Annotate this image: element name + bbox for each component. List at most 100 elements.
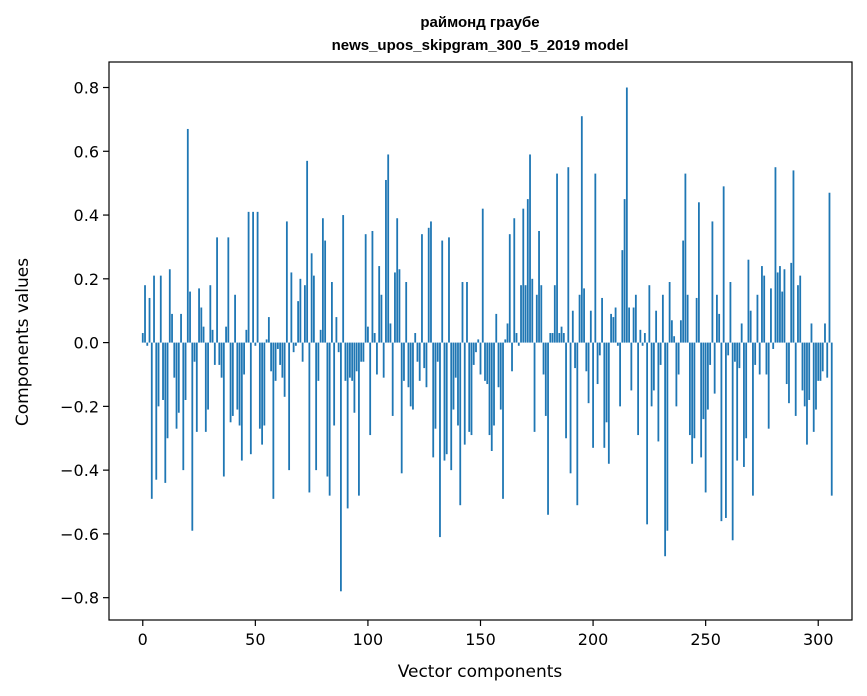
- bar-116: [403, 342, 405, 381]
- bar-75: [310, 253, 313, 343]
- bar-110: [389, 323, 392, 343]
- bar-225: [648, 285, 651, 343]
- bar-134: [443, 342, 446, 461]
- bar-69: [297, 301, 300, 343]
- y-axis-label: Components values: [13, 258, 33, 426]
- bar-178: [542, 342, 545, 375]
- bar-180: [547, 342, 549, 515]
- bar-177: [540, 285, 543, 343]
- bar-198: [587, 342, 590, 404]
- bar-53: [261, 342, 263, 445]
- bar-123: [418, 342, 421, 381]
- bar-21: [189, 291, 191, 343]
- bar-163: [508, 234, 511, 343]
- bar-44: [240, 342, 243, 461]
- bar-246: [695, 297, 698, 343]
- bar-191: [571, 310, 574, 343]
- bar-237: [675, 342, 678, 407]
- bar-161: [504, 339, 507, 343]
- bar-185: [558, 333, 561, 343]
- bar-15: [175, 342, 178, 429]
- bar-119: [409, 342, 412, 407]
- bar-56: [267, 317, 270, 343]
- bar-158: [497, 342, 500, 388]
- bar-184: [556, 173, 558, 343]
- bar-150: [479, 342, 482, 375]
- bar-114: [398, 269, 401, 343]
- bar-235: [670, 320, 673, 343]
- bar-227: [652, 342, 655, 391]
- bar-272: [754, 342, 757, 365]
- bar-238: [677, 342, 680, 375]
- bar-283: [779, 266, 781, 343]
- bar-201: [594, 173, 597, 343]
- bar-117: [405, 282, 408, 343]
- bar-287: [788, 342, 790, 404]
- bar-120: [412, 342, 414, 410]
- bar-64: [285, 221, 288, 343]
- bar-159: [499, 342, 502, 410]
- bar-24: [195, 342, 198, 432]
- bar-138: [452, 342, 455, 410]
- x-axis-label: Vector components: [398, 662, 563, 682]
- bar-212: [619, 342, 621, 407]
- bar-167: [517, 342, 520, 346]
- bar-32: [213, 342, 216, 365]
- bar-40: [231, 342, 234, 416]
- bar-170: [524, 285, 527, 343]
- bar-284: [781, 291, 784, 343]
- bar-19: [184, 342, 187, 400]
- bar-215: [625, 87, 628, 343]
- bar-291: [797, 285, 799, 343]
- bar-151: [481, 208, 484, 343]
- bar-265: [738, 342, 741, 369]
- bar-137: [450, 342, 453, 471]
- bar-58: [272, 342, 275, 499]
- bar-168: [520, 285, 522, 343]
- x-tick-label-2: 100: [353, 630, 384, 649]
- bar-3: [148, 297, 151, 343]
- bar-85: [333, 342, 336, 426]
- bar-193: [576, 342, 579, 506]
- bar-230: [659, 342, 662, 365]
- bar-258: [722, 186, 725, 343]
- bar-232: [664, 342, 667, 557]
- bar-200: [592, 342, 594, 448]
- y-tick-label-8: 0.8: [74, 79, 99, 98]
- bar-129: [432, 342, 435, 458]
- bar-273: [756, 294, 759, 343]
- bar-124: [421, 234, 423, 343]
- bar-276: [763, 275, 766, 343]
- bar-208: [610, 313, 612, 343]
- bar-253: [711, 221, 714, 343]
- bar-271: [752, 342, 754, 496]
- bar-136: [448, 237, 450, 343]
- bar-52: [258, 342, 261, 429]
- bar-80: [321, 218, 324, 343]
- bar-192: [574, 342, 576, 369]
- bar-104: [376, 342, 378, 375]
- bar-289: [792, 170, 795, 343]
- bar-172: [529, 154, 531, 343]
- bar-94: [353, 342, 356, 413]
- bar-306: [830, 342, 833, 496]
- bar-268: [745, 342, 748, 439]
- bar-42: [236, 342, 239, 410]
- bar-48: [249, 342, 252, 455]
- bar-149: [477, 339, 480, 343]
- bar-99: [364, 234, 367, 343]
- bar-126: [425, 342, 428, 388]
- bar-275: [761, 266, 763, 343]
- bar-222: [641, 342, 644, 346]
- bar-250: [704, 342, 707, 493]
- bar-280: [772, 342, 775, 349]
- bar-218: [632, 307, 635, 343]
- bar-93: [351, 342, 354, 381]
- bar-109: [387, 154, 390, 343]
- y-tick-label-4: 0.0: [74, 334, 99, 353]
- bar-37: [225, 326, 227, 343]
- bar-285: [783, 269, 786, 343]
- bar-125: [423, 342, 426, 369]
- bar-266: [740, 323, 743, 343]
